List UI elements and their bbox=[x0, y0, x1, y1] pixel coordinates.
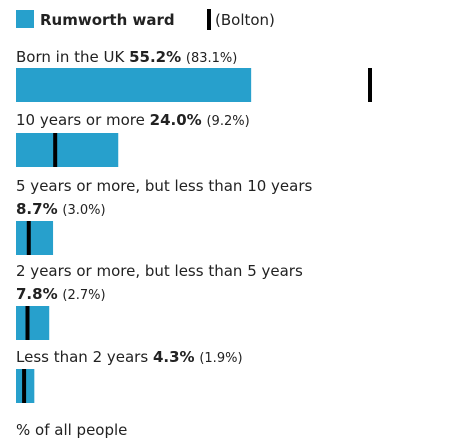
value-label: 4.3% bbox=[153, 348, 195, 366]
category-label: 10 years or more bbox=[16, 111, 145, 129]
legend-line-swatch bbox=[207, 9, 211, 30]
value-label: 7.8% bbox=[16, 285, 58, 303]
category-label: 2 years or more, but less than 5 years bbox=[16, 262, 303, 280]
legend-bar-swatch bbox=[16, 10, 34, 28]
comparison-marker bbox=[26, 221, 31, 255]
comparison-marker bbox=[53, 133, 58, 167]
row-label: 10 years or more 24.0% (9.2%) bbox=[16, 111, 250, 129]
legend-ward-label: Rumworth ward bbox=[40, 11, 175, 29]
x-axis-label: % of all people bbox=[16, 421, 127, 439]
bar bbox=[16, 133, 119, 167]
comparison-marker bbox=[368, 68, 373, 102]
value-label: 8.7% bbox=[16, 200, 58, 218]
category-label: Less than 2 years bbox=[16, 348, 148, 366]
comparison-marker bbox=[22, 369, 27, 403]
category-label: 5 years or more, but less than 10 years bbox=[16, 177, 313, 195]
comparison-value-label: (9.2%) bbox=[206, 114, 249, 129]
comparison-value-label: (1.9%) bbox=[199, 351, 242, 366]
row-label: Less than 2 years 4.3% (1.9%) bbox=[16, 348, 243, 366]
bar bbox=[16, 306, 50, 340]
category-label: Born in the UK bbox=[16, 48, 125, 66]
value-label: 55.2% bbox=[129, 48, 181, 66]
bar-rows: Born in the UK 55.2% (83.1%) 10 years or … bbox=[16, 48, 373, 403]
row-value-label: 8.7% (3.0%) bbox=[16, 200, 106, 218]
value-label: 24.0% bbox=[150, 111, 202, 129]
row-label: Born in the UK 55.2% (83.1%) bbox=[16, 48, 237, 66]
comparison-marker bbox=[25, 306, 30, 340]
legend-comparison-label: (Bolton) bbox=[215, 11, 275, 29]
row-value-label: 7.8% (2.7%) bbox=[16, 285, 106, 303]
comparison-value-label: (3.0%) bbox=[62, 203, 105, 218]
comparison-value-label: (2.7%) bbox=[62, 288, 105, 303]
legend: Rumworth ward (Bolton) bbox=[16, 9, 275, 30]
bar bbox=[16, 68, 252, 102]
bar bbox=[16, 221, 54, 255]
comparison-value-label: (83.1%) bbox=[186, 51, 237, 66]
